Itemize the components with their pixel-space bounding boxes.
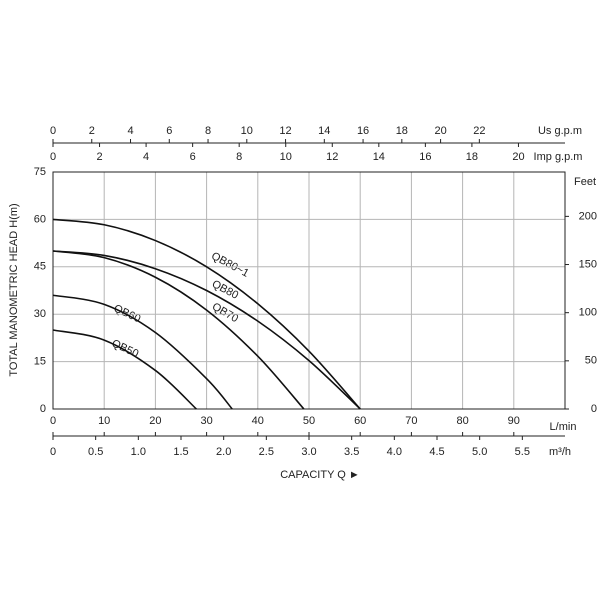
pump-curve xyxy=(52,294,233,410)
axis-tick-label: 0 xyxy=(50,151,56,163)
x-tick-label: 80 xyxy=(456,415,468,427)
axis-tick-label: 2 xyxy=(96,151,102,163)
axis-tick-label: 22 xyxy=(473,125,485,137)
axis-tick-label: 5.0 xyxy=(472,446,487,458)
axis-tick-label: 6 xyxy=(166,125,172,137)
pump-curve xyxy=(52,250,305,410)
pump-curve xyxy=(52,329,197,410)
pump-curve xyxy=(52,218,361,410)
axis-tick-label: 12 xyxy=(279,125,291,137)
x-tick-label: 60 xyxy=(354,415,366,427)
curve-label: QB80 xyxy=(210,278,240,302)
axis-tick-label: 16 xyxy=(357,125,369,137)
axis-tick-label: 0 xyxy=(50,446,56,458)
axis-tick-label: 1.0 xyxy=(131,446,146,458)
axis-tick-label: 6 xyxy=(190,151,196,163)
axis-tick-label: 5.5 xyxy=(515,446,530,458)
caption: CAPACITY Q ► xyxy=(280,469,360,481)
axis-tick-label: 3.0 xyxy=(301,446,316,458)
y-tick-label: 0 xyxy=(40,403,46,415)
y2-axis-title: Feet xyxy=(574,176,596,188)
axis-tick-label: 8 xyxy=(236,151,242,163)
x-tick-label: 70 xyxy=(405,415,417,427)
pump-curve xyxy=(52,250,361,410)
x-tick-label: 10 xyxy=(98,415,110,427)
y2-tick-label: 100 xyxy=(579,307,597,319)
axis-tick-label: 4 xyxy=(143,151,149,163)
y-tick-label: 60 xyxy=(34,213,46,225)
x-tick-label: 40 xyxy=(252,415,264,427)
axis-tick-label: 14 xyxy=(373,151,385,163)
axis-tick-label: 8 xyxy=(205,125,211,137)
axis-tick-label: 3.5 xyxy=(344,446,359,458)
axis-tick-label: 2.5 xyxy=(259,446,274,458)
axis-tick-label: 2 xyxy=(89,125,95,137)
y2-tick-label: 150 xyxy=(579,258,597,270)
plot-frame xyxy=(52,171,566,410)
x-tick-label: 0 xyxy=(50,415,56,427)
y-tick-label: 45 xyxy=(34,261,46,273)
us-gpm-title: Us g.p.m xyxy=(538,125,582,137)
x-tick-label: 30 xyxy=(200,415,212,427)
y-tick-label: 15 xyxy=(34,356,46,368)
axis-tick-label: 1.5 xyxy=(173,446,188,458)
axis-tick-label: 16 xyxy=(419,151,431,163)
m3h-title: m³/h xyxy=(549,446,571,458)
axis-tick-label: 20 xyxy=(512,151,524,163)
axis-tick-label: 20 xyxy=(434,125,446,137)
axis-tick-label: 4 xyxy=(127,125,133,137)
axis-tick-label: 10 xyxy=(241,125,253,137)
x-tick-label: 50 xyxy=(303,415,315,427)
x-axis-title: L/min xyxy=(550,421,577,433)
y-tick-label: 75 xyxy=(34,166,46,178)
y-tick-label: 30 xyxy=(34,308,46,320)
axis-tick-label: 18 xyxy=(396,125,408,137)
axis-tick-label: 4.5 xyxy=(429,446,444,458)
y2-tick-label: 50 xyxy=(585,355,597,367)
y-axis-title: TOTAL MANOMETRIC HEAD H(m) xyxy=(8,203,20,376)
imp-gpm-title: Imp g.p.m xyxy=(534,151,583,163)
axis-tick-label: 10 xyxy=(280,151,292,163)
x-tick-label: 90 xyxy=(508,415,520,427)
curve-label: QB80~1 xyxy=(209,250,251,280)
axis-tick-label: 18 xyxy=(466,151,478,163)
axis-tick-label: 2.0 xyxy=(216,446,231,458)
axis-tick-label: 0 xyxy=(50,125,56,137)
curve-label: QB70 xyxy=(210,301,240,325)
y2-tick-label: 0 xyxy=(591,403,597,415)
axis-tick-label: 12 xyxy=(326,151,338,163)
axis-tick-label: 14 xyxy=(318,125,330,137)
axis-tick-label: 4.0 xyxy=(387,446,402,458)
y2-tick-label: 200 xyxy=(579,210,597,222)
axis-tick-label: 0.5 xyxy=(88,446,103,458)
x-tick-label: 20 xyxy=(149,415,161,427)
